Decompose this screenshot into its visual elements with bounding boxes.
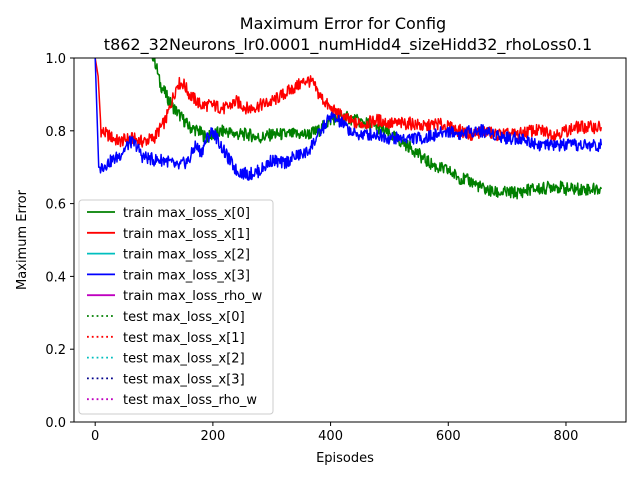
y-axis-label: Maximum Error — [15, 189, 30, 290]
x-axis: 0 200 400 600 800 — [91, 422, 578, 444]
legend-box — [78, 199, 274, 415]
series-line — [94, 58, 603, 181]
chart-title-line2: t862_32Neurons_lr0.0001_numHidd4_sizeHid… — [104, 35, 592, 55]
legend-label: test max_loss_x[2] — [123, 352, 245, 367]
y-tick-label: 0.8 — [45, 125, 66, 140]
x-tick-label: 0 — [91, 429, 99, 444]
series-line — [151, 58, 602, 200]
y-tick-label: 0.6 — [45, 198, 66, 213]
chart-title-line1: Maximum Error for Config — [240, 14, 446, 33]
y-tick-label: 0.0 — [45, 416, 66, 431]
series-line — [94, 58, 603, 148]
legend-label: test max_loss_x[3] — [123, 372, 245, 387]
x-tick-label: 400 — [318, 429, 343, 444]
legend-label: train max_loss_x[2] — [123, 248, 250, 263]
legend-label: train max_loss_x[3] — [123, 268, 250, 283]
y-axis: 0.0 0.2 0.4 0.6 0.8 1.0 — [45, 52, 74, 431]
legend-label: train max_loss_x[0] — [123, 206, 250, 221]
plot-frame — [73, 57, 627, 423]
y-tick-label: 0.4 — [45, 270, 66, 285]
legend-label: test max_loss_rho_w — [123, 393, 257, 408]
legend-label: test max_loss_x[0] — [123, 310, 245, 325]
legend-label: train max_loss_rho_w — [123, 289, 263, 304]
x-tick-label: 800 — [554, 429, 579, 444]
legend-label: train max_loss_x[1] — [123, 227, 250, 242]
legend: train max_loss_x[0]train max_loss_x[1]tr… — [78, 199, 274, 415]
x-tick-label: 600 — [436, 429, 461, 444]
x-axis-label: Episodes — [316, 451, 374, 466]
legend-label: test max_loss_x[1] — [123, 331, 245, 346]
series-layer — [94, 58, 603, 200]
y-tick-label: 0.2 — [45, 343, 66, 358]
y-tick-label: 1.0 — [45, 52, 66, 67]
x-tick-label: 200 — [200, 429, 225, 444]
